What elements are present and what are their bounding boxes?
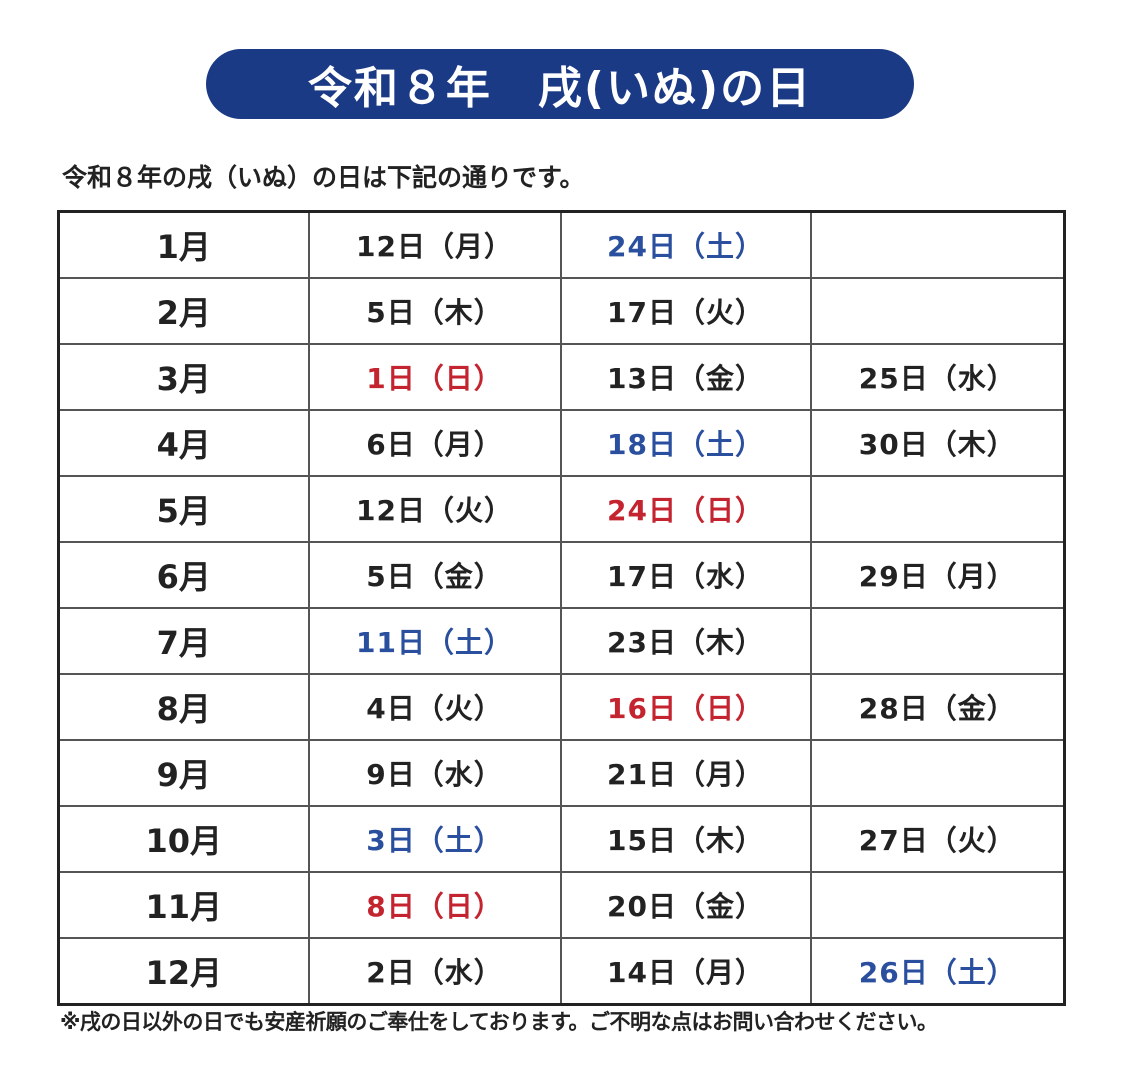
month-cell: 6月 bbox=[57, 541, 310, 609]
month-cell: 3月 bbox=[57, 343, 310, 411]
date-cell: 11日（土） bbox=[307, 607, 562, 675]
date-cell: 9日（水） bbox=[307, 739, 562, 807]
month-cell: 12月 bbox=[57, 937, 310, 1006]
date-cell: 6日（月） bbox=[307, 409, 562, 477]
month-cell: 11月 bbox=[57, 871, 310, 939]
table-row: 8月 4日（火） 16日（日） 28日（金） bbox=[57, 673, 1066, 741]
table-row: 4月 6日（月） 18日（土） 30日（木） bbox=[57, 409, 1066, 477]
date-cell: 8日（日） bbox=[307, 871, 562, 939]
date-cell: 21日（月） bbox=[559, 739, 812, 807]
date-cell: 28日（金） bbox=[809, 673, 1066, 741]
month-cell: 10月 bbox=[57, 805, 310, 873]
table-row: 3月 1日（日） 13日（金） 25日（水） bbox=[57, 343, 1066, 411]
title-banner: 令和８年 戌(いぬ)の日 bbox=[206, 49, 914, 119]
inu-day-table: 1月 12日（月） 24日（土） 2月 5日（木） 17日（火） 3月 1日（日） 13日（金）… bbox=[57, 210, 1066, 1006]
date-cell: 5日（木） bbox=[307, 277, 562, 345]
date-cell: 24日（土） bbox=[559, 210, 812, 279]
month-cell: 2月 bbox=[57, 277, 310, 345]
month-cell: 1月 bbox=[57, 210, 310, 279]
month-cell: 4月 bbox=[57, 409, 310, 477]
date-cell: 25日（水） bbox=[809, 343, 1066, 411]
table-row: 2月 5日（木） 17日（火） bbox=[57, 277, 1066, 345]
date-cell: 20日（金） bbox=[559, 871, 812, 939]
date-cell bbox=[809, 739, 1066, 807]
date-cell bbox=[809, 871, 1066, 939]
table-row: 5月 12日（火） 24日（日） bbox=[57, 475, 1066, 543]
date-cell: 27日（火） bbox=[809, 805, 1066, 873]
date-cell: 14日（月） bbox=[559, 937, 812, 1006]
date-cell: 17日（火） bbox=[559, 277, 812, 345]
month-cell: 7月 bbox=[57, 607, 310, 675]
table-row: 7月 11日（土） 23日（木） bbox=[57, 607, 1066, 675]
date-cell: 12日（月） bbox=[307, 210, 562, 279]
date-cell: 4日（火） bbox=[307, 673, 562, 741]
date-cell bbox=[809, 607, 1066, 675]
date-cell: 18日（土） bbox=[559, 409, 812, 477]
date-cell: 17日（水） bbox=[559, 541, 812, 609]
table-row: 6月 5日（金） 17日（水） 29日（月） bbox=[57, 541, 1066, 609]
date-cell: 15日（木） bbox=[559, 805, 812, 873]
date-cell: 13日（金） bbox=[559, 343, 812, 411]
table-row: 1月 12日（月） 24日（土） bbox=[57, 210, 1066, 279]
table-row: 11月 8日（日） 20日（金） bbox=[57, 871, 1066, 939]
date-cell: 24日（日） bbox=[559, 475, 812, 543]
date-cell: 12日（火） bbox=[307, 475, 562, 543]
date-cell: 23日（木） bbox=[559, 607, 812, 675]
date-cell: 1日（日） bbox=[307, 343, 562, 411]
date-cell: 3日（土） bbox=[307, 805, 562, 873]
date-cell bbox=[809, 277, 1066, 345]
footnote: ※戌の日以外の日でも安産祈願のご奉仕をしております。ご不明な点はお問い合わせくだ… bbox=[60, 1010, 938, 1034]
date-cell: 2日（水） bbox=[307, 937, 562, 1006]
table-row: 9月 9日（水） 21日（月） bbox=[57, 739, 1066, 807]
date-cell bbox=[809, 210, 1066, 279]
page-title: 令和８年 戌(いぬ)の日 bbox=[307, 63, 813, 114]
date-cell: 5日（金） bbox=[307, 541, 562, 609]
month-cell: 8月 bbox=[57, 673, 310, 741]
date-cell bbox=[809, 475, 1066, 543]
table-row: 12月 2日（水） 14日（月） 26日（土） bbox=[57, 937, 1066, 1006]
date-cell: 26日（土） bbox=[809, 937, 1066, 1006]
intro-text: 令和８年の戌（いぬ）の日は下記の通りです。 bbox=[62, 163, 585, 192]
date-cell: 29日（月） bbox=[809, 541, 1066, 609]
table-row: 10月 3日（土） 15日（木） 27日（火） bbox=[57, 805, 1066, 873]
month-cell: 9月 bbox=[57, 739, 310, 807]
table-body: 1月 12日（月） 24日（土） 2月 5日（木） 17日（火） 3月 1日（日） 13日（金）… bbox=[57, 210, 1066, 1006]
date-cell: 16日（日） bbox=[559, 673, 812, 741]
date-cell: 30日（木） bbox=[809, 409, 1066, 477]
month-cell: 5月 bbox=[57, 475, 310, 543]
